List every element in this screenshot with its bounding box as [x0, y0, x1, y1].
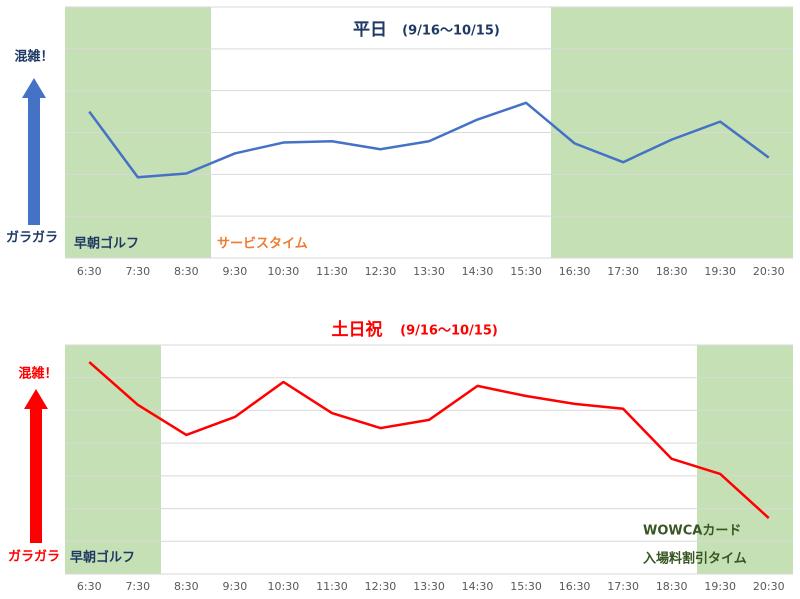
x-tick-label: 7:30: [125, 580, 150, 593]
x-tick-label: 14:30: [462, 265, 494, 278]
x-tick-label: 10:30: [268, 265, 300, 278]
annotation: 混雑！: [14, 49, 53, 65]
x-tick-label: 7:30: [125, 265, 150, 278]
band: [65, 345, 161, 574]
annotation: 入場料割引タイム: [643, 551, 747, 567]
arrow: [22, 78, 46, 98]
x-tick-label: 17:30: [607, 265, 639, 278]
chart-title: 平日: [353, 20, 387, 40]
x-tick-label: 15:30: [510, 265, 542, 278]
annotation: サービスタイム: [217, 236, 308, 252]
annotation: ガラガラ: [8, 550, 60, 565]
x-tick-label: 18:30: [656, 265, 688, 278]
x-tick-label: 18:30: [656, 580, 688, 593]
arrow: [28, 97, 40, 225]
annotation: ガラガラ: [6, 231, 58, 246]
arrow: [30, 408, 42, 543]
x-tick-label: 6:30: [77, 265, 102, 278]
x-tick-label: 6:30: [77, 580, 102, 593]
chart-title: 土日祝: [332, 319, 383, 340]
chart-subtitle: (9/16〜10/15): [400, 324, 498, 339]
x-tick-label: 20:30: [753, 265, 785, 278]
line: [88, 101, 770, 179]
x-tick-label: 8:30: [174, 580, 199, 593]
x-tick-label: 11:30: [316, 580, 348, 593]
x-tick-label: 8:30: [174, 265, 199, 278]
x-tick-label: 13:30: [413, 265, 445, 278]
x-tick-label: 11:30: [316, 265, 348, 278]
x-tick-label: 12:30: [365, 265, 397, 278]
x-tick-label: 17:30: [607, 580, 639, 593]
arrow: [24, 389, 48, 409]
line: [88, 361, 770, 519]
x-tick-label: 19:30: [704, 265, 736, 278]
x-tick-label: 15:30: [510, 580, 542, 593]
x-tick-label: 16:30: [559, 265, 591, 278]
x-tick-label: 14:30: [462, 580, 494, 593]
annotation: 早朝ゴルフ: [70, 550, 135, 566]
x-tick-label: 20:30: [753, 580, 785, 593]
x-tick-label: 9:30: [223, 265, 248, 278]
x-tick-label: 12:30: [365, 580, 397, 593]
x-tick-label: 16:30: [559, 580, 591, 593]
band: [697, 345, 793, 574]
annotation: 早朝ゴルフ: [74, 236, 139, 252]
annotation: WOWCAカード: [643, 524, 741, 539]
chart-subtitle: (9/16〜10/15): [402, 24, 500, 39]
annotation: 混雑！: [18, 366, 57, 382]
x-tick-label: 10:30: [268, 580, 300, 593]
x-tick-label: 9:30: [223, 580, 248, 593]
x-tick-label: 13:30: [413, 580, 445, 593]
x-tick-label: 19:30: [704, 580, 736, 593]
